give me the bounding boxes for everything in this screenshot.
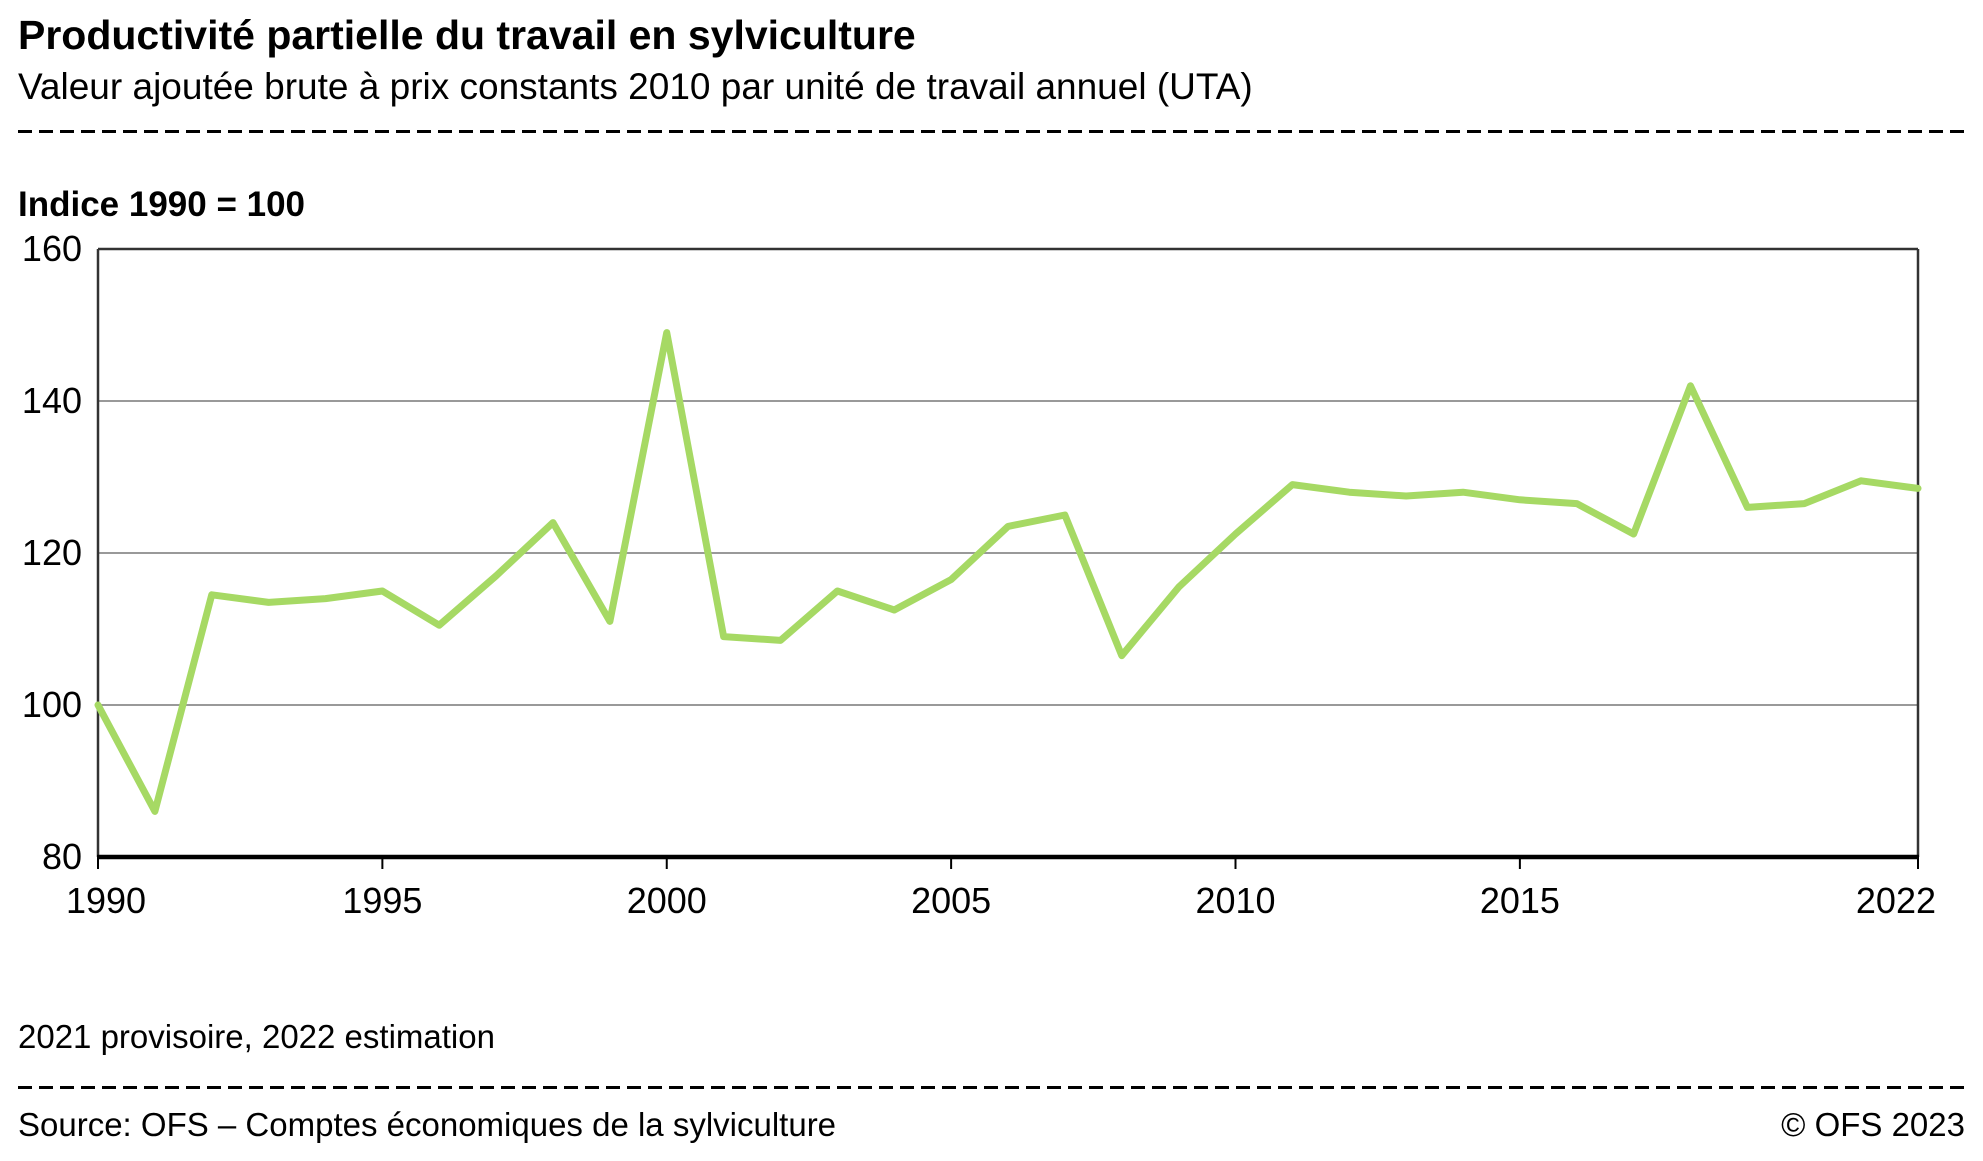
y-tick-labels: 80 100 120 140 160 <box>22 228 82 877</box>
x-tick-label: 2022 <box>1856 880 1936 921</box>
plot-frame <box>96 247 1920 857</box>
chart-title: Productivité partielle du travail en syl… <box>18 12 916 58</box>
x-tick-label: 2005 <box>911 880 991 921</box>
chart-area: 80 100 120 140 160 1990 1995 2000 2005 2010 2015 20… <box>18 228 1965 940</box>
top-divider <box>18 129 1965 133</box>
copyright-text: © OFS 2023 <box>1781 1106 1965 1143</box>
y-tick-label: 100 <box>22 684 82 725</box>
gridlines <box>98 399 1918 706</box>
x-tick-label: 1990 <box>66 880 146 921</box>
x-tick-label: 2010 <box>1195 880 1275 921</box>
y-tick-label: 160 <box>22 235 82 269</box>
bottom-divider <box>18 1086 1965 1089</box>
chart-footnote: 2021 provisoire, 2022 estimation <box>18 1018 495 1055</box>
x-tick-label: 1995 <box>342 880 422 921</box>
line-chart: 80 100 120 140 160 1990 1995 2000 2005 2010 2015 20… <box>22 228 1936 921</box>
y-tick-label: 140 <box>22 380 82 421</box>
chart-subtitle: Valeur ajoutée brute à prix constants 20… <box>18 66 1253 108</box>
footer: Source: OFS – Comptes économiques de la … <box>18 1106 1965 1144</box>
x-tick-labels: 1990 1995 2000 2005 2010 2015 2022 <box>66 856 1936 921</box>
y-tick-label: 120 <box>22 532 82 573</box>
y-tick-label: 80 <box>42 836 82 877</box>
y-axis-unit-label: Indice 1990 = 100 <box>18 184 306 224</box>
x-tick-label: 2000 <box>627 880 707 921</box>
x-tick-label: 2015 <box>1480 880 1560 921</box>
data-line-series <box>94 328 1922 815</box>
source-text: Source: OFS – Comptes économiques de la … <box>18 1106 837 1143</box>
